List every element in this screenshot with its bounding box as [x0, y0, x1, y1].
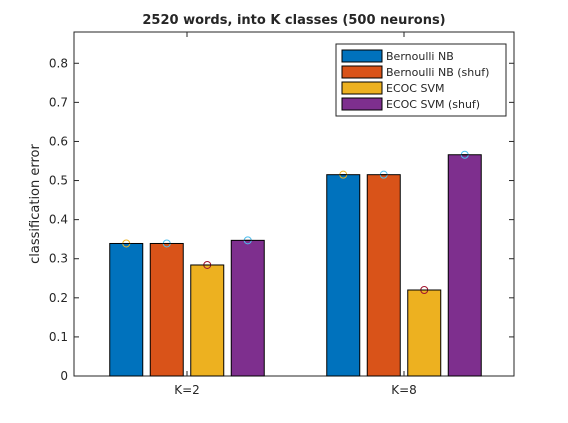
bar [150, 243, 183, 376]
y-tick-label: 0.3 [49, 252, 68, 266]
bar [448, 155, 481, 376]
y-tick-label: 0.1 [49, 330, 68, 344]
bar [327, 175, 360, 376]
legend-entry-label: ECOC SVM (shuf) [386, 98, 480, 111]
y-tick-label: 0.5 [49, 174, 68, 188]
legend-swatch [342, 98, 382, 110]
y-tick-label: 0.4 [49, 213, 68, 227]
bar [231, 240, 264, 376]
legend-swatch [342, 50, 382, 62]
bar [367, 175, 400, 376]
bar [408, 290, 441, 376]
y-tick-label: 0.6 [49, 134, 68, 148]
legend-entry-label: Bernoulli NB [386, 50, 454, 63]
chart-title: 2520 words, into K classes (500 neurons) [142, 13, 445, 28]
x-tick-label: K=8 [391, 383, 417, 397]
x-tick-label: K=2 [174, 383, 200, 397]
y-tick-label: 0 [60, 369, 68, 383]
y-tick-label: 0.7 [49, 95, 68, 109]
legend-swatch [342, 82, 382, 94]
legend-swatch [342, 66, 382, 78]
bar [191, 265, 224, 376]
legend-entry-label: ECOC SVM [386, 82, 444, 95]
y-axis-label: classification error [28, 144, 43, 264]
y-tick-label: 0.2 [49, 291, 68, 305]
legend-entry-label: Bernoulli NB (shuf) [386, 66, 489, 79]
legend: Bernoulli NB Bernoulli NB (shuf) ECOC SVM E… [336, 44, 506, 116]
bar [110, 243, 143, 376]
y-tick-label: 0.8 [49, 56, 68, 70]
